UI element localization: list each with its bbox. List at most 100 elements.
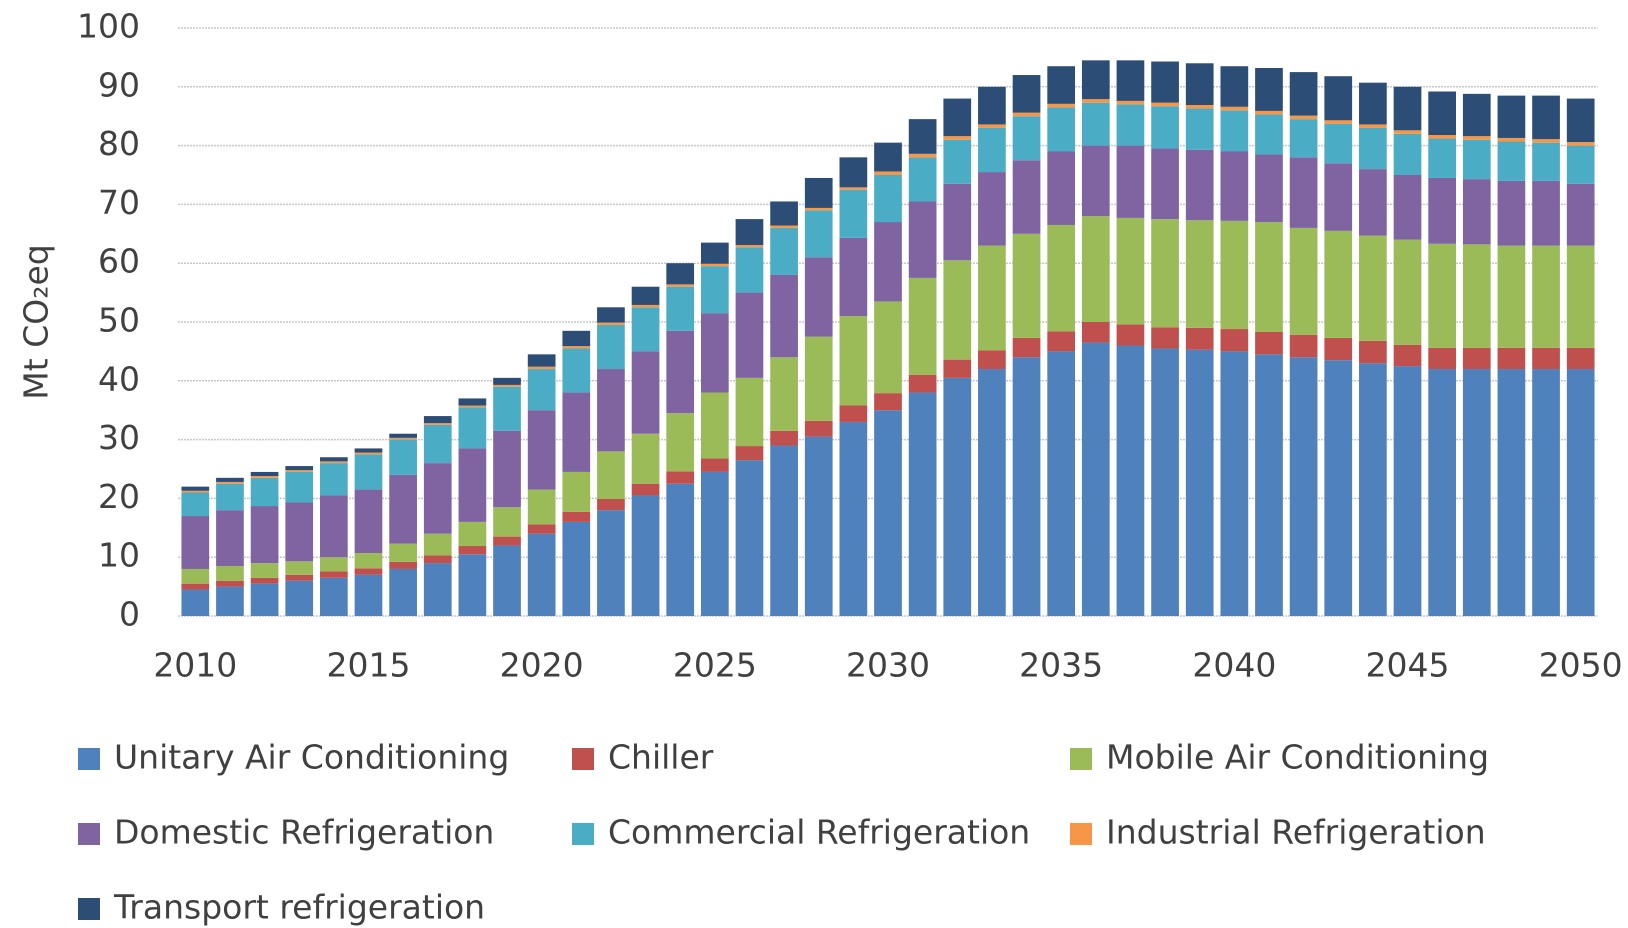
bar-segment: [1428, 91, 1456, 136]
bar-segment: [1532, 95, 1560, 140]
bar-segment: [354, 452, 383, 455]
bar-segment: [1289, 72, 1318, 116]
x-tick-label: 2035: [1019, 646, 1103, 685]
bar-segment: [631, 483, 660, 496]
bar-segment: [1324, 123, 1353, 164]
legend-label: Transport refrigeration: [113, 888, 485, 927]
bar-segment: [1393, 366, 1422, 616]
bar-segment: [1255, 110, 1283, 115]
bar-segment: [389, 543, 417, 562]
bar-segment: [1532, 180, 1560, 246]
bar-segment: [1497, 245, 1526, 348]
bar-segment: [839, 189, 868, 238]
bar-segment: [1012, 75, 1041, 113]
bar-segment: [423, 423, 452, 425]
bar-segment: [285, 470, 314, 472]
bar-segment: [700, 263, 729, 267]
bar-segment: [597, 307, 625, 323]
bar-segment: [735, 460, 764, 616]
bar-segment: [943, 377, 972, 616]
bar-segment: [1497, 137, 1526, 142]
bar-segment: [216, 580, 244, 587]
bar-segment: [527, 354, 556, 367]
bar-segment: [1359, 340, 1387, 364]
bar-segment: [700, 266, 729, 314]
bar-segment: [1566, 369, 1595, 616]
legend-swatch: [78, 748, 100, 770]
bar-segment: [527, 533, 556, 616]
bar-segment: [943, 136, 972, 140]
bar-segment: [1462, 347, 1491, 370]
bar-segment: [493, 430, 521, 508]
bar-segment: [1359, 124, 1387, 128]
bar-segment: [1081, 342, 1110, 616]
bar-segment: [1462, 136, 1491, 140]
x-tick-label: 2025: [673, 646, 757, 685]
bar-segment: [631, 433, 660, 484]
bar-segment: [562, 471, 591, 512]
bar-segment: [1116, 145, 1145, 218]
bar-segment: [216, 477, 244, 482]
bar-segment: [1081, 145, 1110, 217]
bar-segment: [978, 86, 1006, 125]
bar-segment: [908, 374, 937, 393]
bar-segment: [458, 554, 487, 616]
bar-segment: [250, 577, 279, 584]
bar-segment: [1116, 100, 1145, 105]
bar-segment: [597, 451, 625, 499]
bar-segment: [1497, 141, 1526, 181]
bar-segment: [216, 586, 244, 616]
bar-segment: [1428, 243, 1456, 348]
bar-segment: [978, 245, 1006, 351]
bar-segment: [908, 153, 937, 158]
bar-segment: [597, 324, 625, 370]
bar-segment: [1151, 219, 1179, 328]
bar-segment: [1428, 135, 1456, 139]
bar-segment: [666, 286, 695, 331]
bar-segment: [666, 413, 695, 472]
bar-segment: [597, 510, 625, 616]
x-tick-label: 2050: [1539, 646, 1623, 685]
bar-segment: [1428, 138, 1456, 178]
bar-segment: [527, 369, 556, 411]
bar-segment: [354, 489, 383, 554]
bar-segment: [943, 183, 972, 261]
bar-segment: [1151, 327, 1179, 349]
bar-segment: [181, 486, 210, 491]
bar-segment: [700, 458, 729, 472]
bar-segment: [943, 139, 972, 184]
y-tick-label: 100: [77, 7, 140, 46]
bar-segment: [1012, 160, 1041, 234]
bar-segment: [1393, 344, 1422, 367]
bar-segment: [181, 492, 210, 517]
bar-segment: [1116, 60, 1145, 101]
bar-segment: [1081, 60, 1110, 100]
bar-segment: [1116, 324, 1145, 346]
bar-segment: [527, 489, 556, 525]
bar-segment: [1289, 227, 1318, 335]
legend-swatch: [572, 823, 594, 845]
y-tick-label: 40: [98, 359, 140, 398]
bar-segment: [978, 172, 1006, 246]
bar-segment: [770, 445, 798, 616]
bar-segment: [839, 421, 868, 616]
bar-segment: [631, 304, 660, 308]
bar-segment: [735, 446, 764, 461]
bar-segment: [458, 407, 487, 449]
bar-segment: [1359, 82, 1387, 125]
bar-segment: [1497, 180, 1526, 246]
bar-segment: [1497, 95, 1526, 138]
bar-segment: [1081, 322, 1110, 343]
bar-segment: [1428, 347, 1456, 370]
bar-segment: [216, 510, 244, 567]
bar-segment: [423, 463, 452, 534]
x-tick-label: 2015: [326, 646, 410, 685]
bar-segment: [1185, 327, 1214, 350]
bar-segment: [1324, 360, 1353, 616]
bar-segment: [1047, 66, 1076, 104]
bar-segment: [874, 393, 902, 411]
bar-segment: [1566, 183, 1595, 246]
bar-segment: [562, 346, 591, 349]
bar-segment: [1428, 369, 1456, 616]
x-tick-label: 2020: [500, 646, 584, 685]
